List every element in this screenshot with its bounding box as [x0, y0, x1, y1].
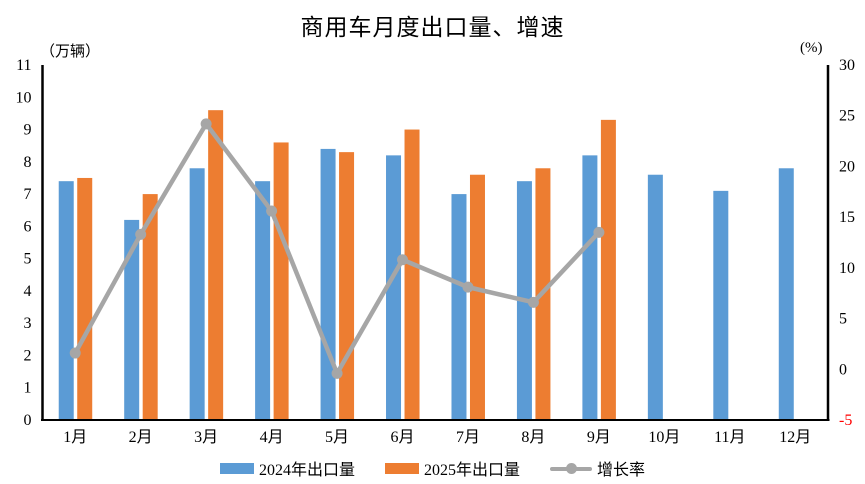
x-axis-label-12月: 12月 [779, 429, 811, 446]
legend-swatch-2025-icon [384, 462, 419, 474]
left-axis-tick-10: 10 [16, 89, 32, 106]
x-axis-label-3月: 3月 [194, 429, 218, 446]
right-axis-tick-20: 20 [839, 158, 855, 175]
bar-2025年出口量-7月 [469, 174, 485, 420]
x-axis-label-5月: 5月 [325, 429, 349, 446]
growth-rate-marker-4 [266, 205, 278, 217]
left-axis-tick-0: 0 [24, 412, 32, 429]
right-axis-tick-15: 15 [839, 209, 855, 226]
left-axis-tick-2: 2 [24, 347, 32, 364]
x-axis-label-1月: 1月 [63, 429, 87, 446]
left-axis-tick-8: 8 [24, 154, 32, 171]
left-axis-tick-5: 5 [24, 251, 32, 268]
left-axis-tick-6: 6 [24, 218, 32, 235]
left-axis-tick-7: 7 [24, 186, 32, 203]
growth-rate-marker-5 [331, 367, 343, 379]
growth-rate-marker-7 [462, 281, 474, 293]
x-axis-label-6月: 6月 [391, 429, 415, 446]
left-axis-tick-3: 3 [24, 315, 32, 332]
legend-item-2024: 2024年出口量 [219, 456, 355, 480]
chart-title: 商用车月度出口量、增速 [300, 15, 565, 40]
bar-2025年出口量-9月 [600, 119, 616, 420]
bar-2024年出口量-2月 [124, 219, 140, 420]
bar-2025年出口量-2月 [142, 194, 158, 420]
right-axis-tick--5: -5 [839, 412, 852, 429]
growth-rate-marker-6 [397, 254, 409, 266]
bar-2025年出口量-3月 [208, 110, 224, 420]
legend-label-2024: 2024年出口量 [258, 462, 355, 479]
growth-rate-marker-1 [69, 347, 81, 359]
left-axis-tick-11: 11 [16, 57, 31, 74]
legend: 2024年出口量 2025年出口量 增长率 [0, 456, 865, 480]
left-axis-tick-1: 1 [24, 380, 32, 397]
x-axis-label-11月: 11月 [714, 429, 745, 446]
left-axis-unit-label: （万辆） [40, 44, 101, 60]
legend-item-growth: 增长率 [550, 456, 645, 480]
x-axis-label-10月: 10月 [648, 429, 680, 446]
bar-2024年出口量-9月 [582, 155, 598, 420]
bar-2024年出口量-5月 [320, 148, 336, 420]
bar-2024年出口量-4月 [255, 181, 271, 420]
bar-2024年出口量-1月 [58, 181, 74, 420]
x-axis-label-8月: 8月 [521, 429, 545, 446]
bar-2025年出口量-1月 [77, 177, 93, 420]
right-axis-tick-10: 10 [839, 260, 855, 277]
x-axis-label-9月: 9月 [587, 429, 611, 446]
right-axis-tick-0: 0 [839, 361, 847, 378]
right-axis-tick-25: 25 [839, 108, 855, 125]
bar-2025年出口量-6月 [404, 129, 420, 420]
legend-label-2025: 2025年出口量 [423, 462, 520, 479]
right-axis-unit-label: (%) [800, 40, 823, 56]
growth-rate-marker-8 [527, 296, 539, 308]
x-axis-label-4月: 4月 [260, 429, 284, 446]
legend-swatch-2024-icon [219, 462, 254, 474]
bar-2024年出口量-6月 [386, 155, 402, 420]
right-axis-tick-5: 5 [839, 311, 847, 328]
legend-item-2025: 2025年出口量 [384, 456, 520, 480]
bar-2024年出口量-12月 [778, 168, 794, 420]
bar-2025年出口量-5月 [339, 152, 355, 421]
left-axis-tick-4: 4 [24, 283, 32, 300]
x-axis-label-2月: 2月 [129, 429, 153, 446]
legend-label-growth: 增长率 [597, 462, 646, 479]
x-axis-label-7月: 7月 [456, 429, 480, 446]
legend-growth-line-icon [550, 462, 592, 475]
bar-2024年出口量-10月 [647, 174, 663, 420]
bar-2024年出口量-7月 [451, 194, 467, 420]
bar-2024年出口量-3月 [189, 168, 205, 420]
bar-2025年出口量-4月 [273, 142, 289, 421]
growth-rate-marker-9 [593, 226, 605, 238]
left-axis-tick-9: 9 [24, 122, 32, 139]
right-axis-tick-30: 30 [839, 57, 855, 74]
growth-rate-marker-2 [135, 228, 147, 240]
growth-rate-marker-3 [200, 118, 212, 130]
bar-2024年出口量-11月 [713, 190, 729, 420]
